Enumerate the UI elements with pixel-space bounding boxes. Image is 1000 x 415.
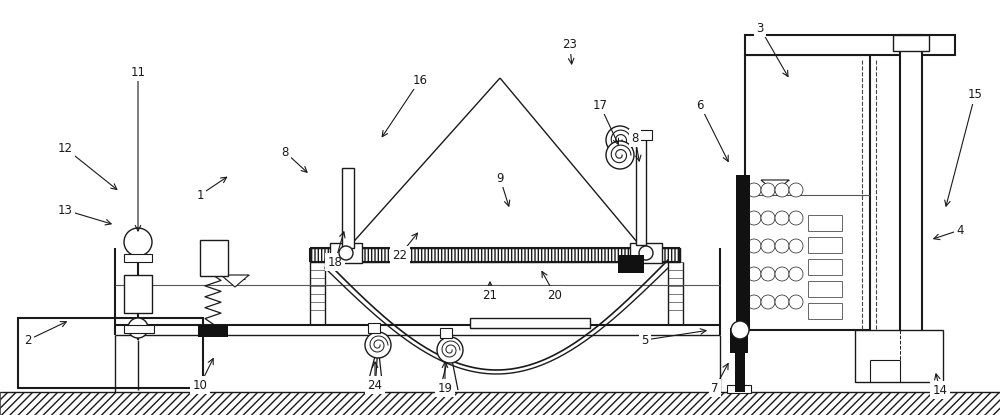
Bar: [808, 259, 842, 275]
Bar: [736, 175, 750, 330]
Bar: [330, 243, 362, 263]
Circle shape: [789, 183, 803, 197]
Bar: [200, 240, 228, 276]
Bar: [124, 254, 152, 262]
Circle shape: [761, 183, 775, 197]
Bar: [310, 248, 680, 262]
Text: 15: 15: [968, 88, 982, 102]
Text: 13: 13: [58, 203, 72, 217]
Circle shape: [437, 337, 463, 363]
Bar: [735, 350, 745, 392]
Bar: [730, 328, 748, 353]
Circle shape: [747, 211, 761, 225]
Text: 6: 6: [696, 98, 704, 112]
Circle shape: [124, 228, 152, 256]
Circle shape: [761, 267, 775, 281]
Polygon shape: [761, 180, 789, 192]
Bar: [618, 255, 644, 273]
Bar: [808, 303, 842, 319]
Text: 1: 1: [196, 188, 204, 202]
Text: 4: 4: [956, 224, 964, 237]
Text: 16: 16: [413, 73, 428, 86]
Circle shape: [339, 246, 353, 260]
Circle shape: [606, 126, 634, 154]
Text: 23: 23: [563, 39, 577, 51]
Circle shape: [775, 211, 789, 225]
Text: 17: 17: [592, 98, 608, 112]
Circle shape: [775, 267, 789, 281]
Bar: [470, 318, 590, 328]
Bar: [0, 392, 1000, 415]
Circle shape: [128, 318, 148, 338]
Text: 14: 14: [932, 383, 948, 396]
Polygon shape: [221, 275, 249, 287]
Bar: [808, 215, 842, 231]
Text: 8: 8: [631, 132, 639, 144]
Text: 5: 5: [641, 334, 649, 347]
Bar: [198, 325, 228, 337]
Bar: [745, 55, 870, 330]
Circle shape: [775, 295, 789, 309]
Text: 11: 11: [130, 66, 146, 78]
Circle shape: [639, 246, 653, 260]
Bar: [440, 328, 452, 338]
Text: 12: 12: [58, 142, 72, 154]
Circle shape: [747, 183, 761, 197]
Text: 3: 3: [756, 22, 764, 34]
Bar: [808, 281, 842, 297]
Bar: [368, 323, 380, 333]
Bar: [893, 35, 929, 51]
Bar: [124, 325, 154, 333]
Bar: [900, 35, 922, 375]
Circle shape: [775, 183, 789, 197]
Text: 21: 21: [482, 288, 498, 302]
Circle shape: [747, 267, 761, 281]
Circle shape: [789, 239, 803, 253]
Bar: [727, 385, 751, 393]
Text: 24: 24: [368, 378, 382, 391]
Text: 19: 19: [438, 381, 452, 395]
Circle shape: [731, 321, 749, 339]
Circle shape: [789, 295, 803, 309]
Circle shape: [606, 141, 634, 169]
Text: 18: 18: [328, 256, 342, 269]
Bar: [342, 168, 354, 248]
Circle shape: [761, 295, 775, 309]
Bar: [630, 243, 662, 263]
Circle shape: [761, 239, 775, 253]
Text: 8: 8: [281, 146, 289, 159]
Circle shape: [365, 332, 391, 358]
Bar: [630, 130, 652, 140]
Text: 10: 10: [193, 378, 207, 391]
Bar: [18, 318, 203, 388]
Circle shape: [775, 239, 789, 253]
Text: 2: 2: [24, 334, 32, 347]
Bar: [808, 237, 842, 253]
Circle shape: [747, 295, 761, 309]
Bar: [636, 135, 646, 245]
Circle shape: [747, 239, 761, 253]
Text: 22: 22: [392, 249, 408, 261]
Text: 7: 7: [711, 381, 719, 395]
Circle shape: [789, 211, 803, 225]
Bar: [893, 360, 929, 375]
Text: 9: 9: [496, 171, 504, 185]
Text: 20: 20: [548, 288, 562, 302]
Bar: [124, 275, 152, 313]
Bar: [745, 35, 955, 55]
Circle shape: [789, 267, 803, 281]
Circle shape: [761, 211, 775, 225]
Bar: [855, 330, 943, 382]
